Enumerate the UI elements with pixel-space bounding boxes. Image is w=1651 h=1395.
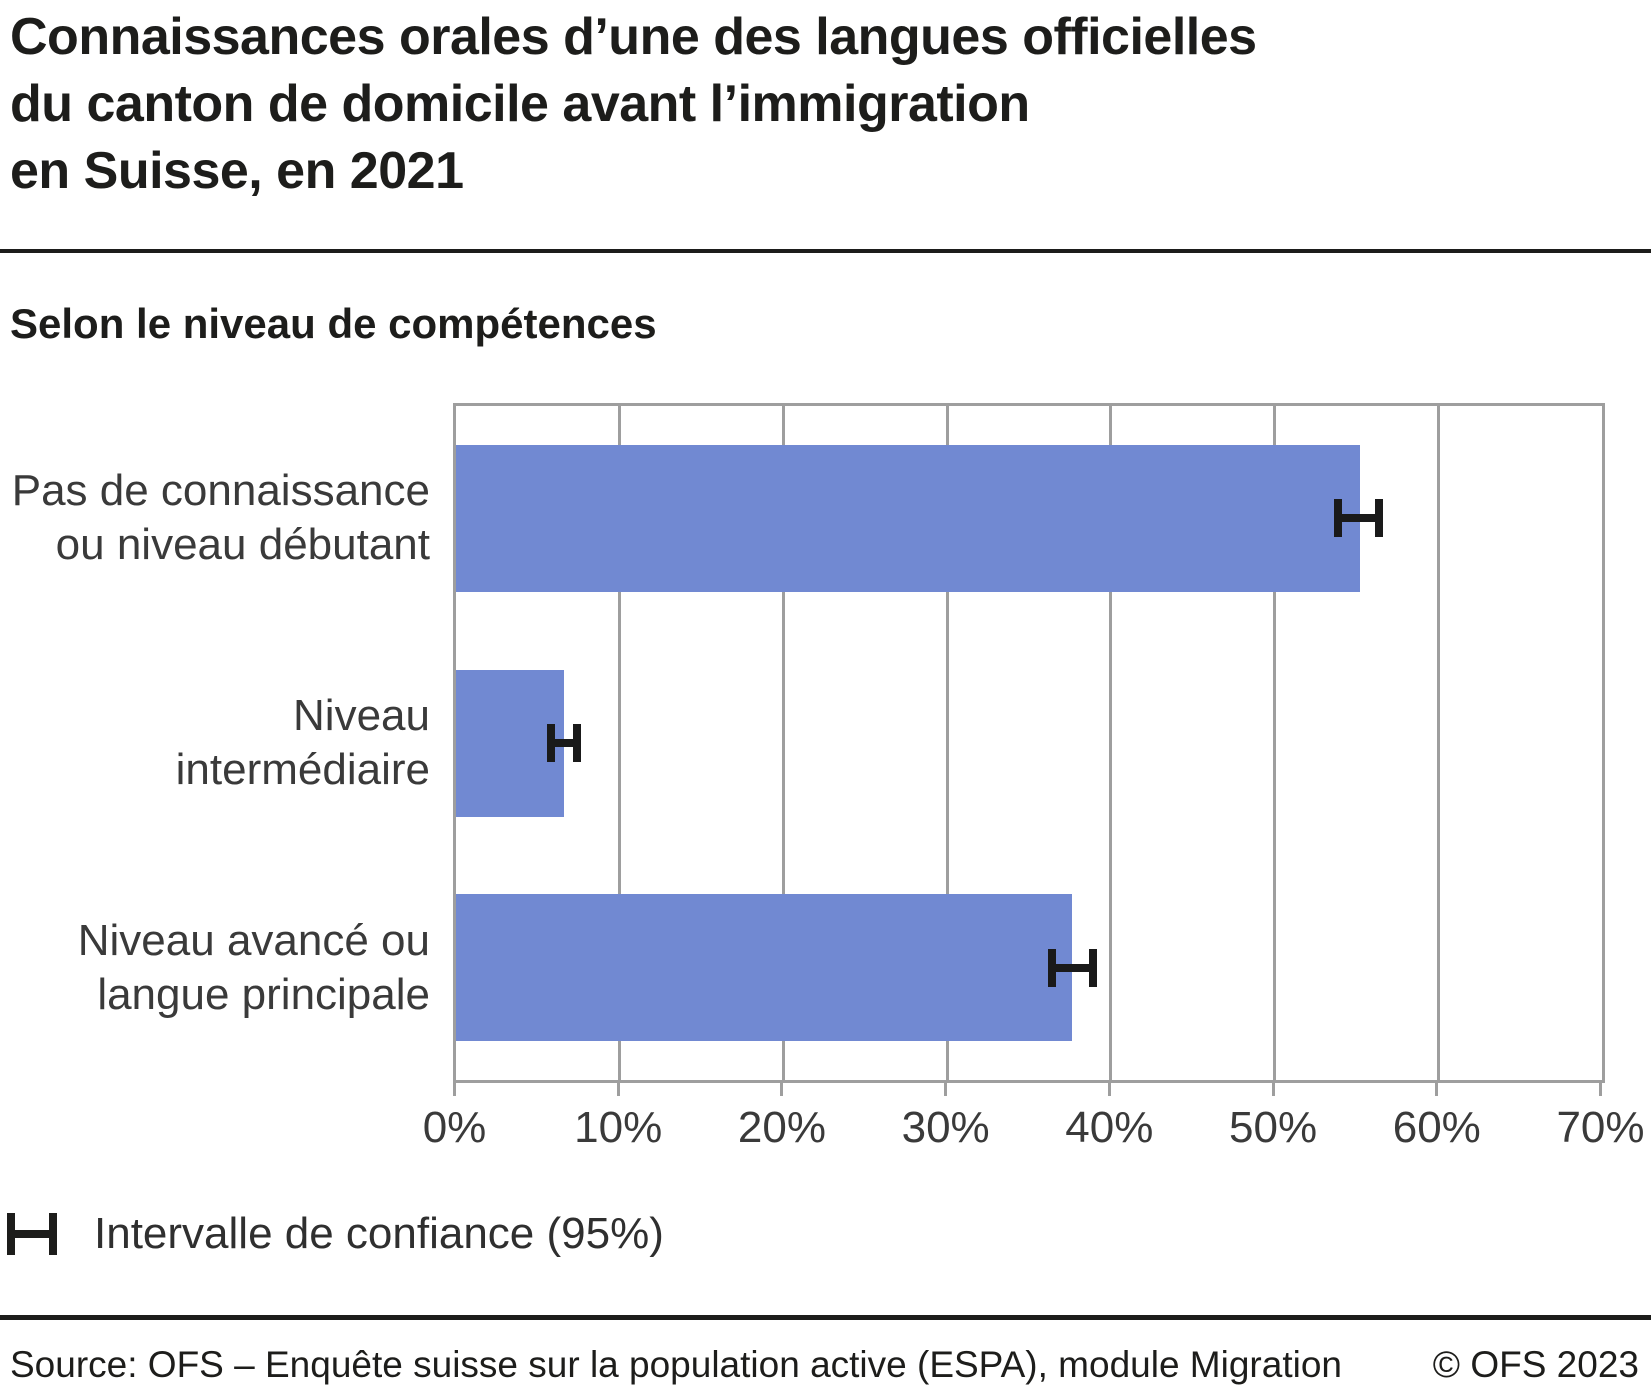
- tick-label: 40%: [1065, 1103, 1154, 1152]
- plot-area: [453, 403, 1605, 1083]
- tick-mark: [1271, 1083, 1275, 1096]
- tick-label: 10%: [574, 1103, 663, 1152]
- chart-subtitle: Selon le niveau de compétences: [10, 300, 657, 347]
- category-label: Niveau intermédiaire: [175, 691, 430, 794]
- gridline: [1436, 406, 1440, 1080]
- category-label: Niveau avancé ou langue principale: [77, 915, 430, 1019]
- tick-label: 60%: [1392, 1103, 1481, 1152]
- error-bar-cap: [1088, 948, 1097, 987]
- tick-mark: [780, 1083, 784, 1096]
- gridline: [618, 406, 622, 1080]
- error-bar-cap: [1375, 499, 1384, 538]
- tick-mark: [453, 1083, 456, 1096]
- tick-label: 0%: [422, 1103, 487, 1152]
- error-bar: [550, 739, 578, 747]
- error-bar-cap: [573, 724, 582, 762]
- gridline: [1109, 406, 1113, 1080]
- tick-label: 50%: [1229, 1103, 1318, 1152]
- legend: Intervalle de confiance (95%): [6, 1206, 664, 1262]
- gridline: [781, 406, 785, 1080]
- bar: [456, 894, 1072, 1042]
- error-bar: [1051, 963, 1093, 972]
- error-bar-cap: [1047, 948, 1056, 987]
- footer: Source: OFS – Enquête suisse sur la popu…: [10, 1344, 1639, 1386]
- chart-title: Connaissances orales d’une des langues o…: [10, 8, 1257, 200]
- value-axis: 0% 10% 20% 30% 40% 50% 60% 70%: [423, 1083, 1645, 1163]
- bar: [456, 669, 565, 817]
- title-divider: [0, 249, 1651, 253]
- bar: [456, 444, 1360, 592]
- error-bar: [1338, 514, 1380, 523]
- tick-label: 70%: [1556, 1103, 1645, 1152]
- source-text: Source: OFS – Enquête suisse sur la popu…: [10, 1344, 1342, 1385]
- tick-label: 30%: [901, 1103, 990, 1152]
- copyright-text: © OFS 2023: [1432, 1344, 1639, 1385]
- legend-label: Intervalle de confiance (95%): [94, 1209, 664, 1258]
- error-bar-cap: [1334, 499, 1343, 538]
- footer-divider: [0, 1315, 1651, 1320]
- gridline: [945, 406, 949, 1080]
- category-label: Pas de connaissance ou niveau débutant: [11, 466, 430, 570]
- tick-mark: [1435, 1083, 1439, 1096]
- error-bar-cap: [546, 724, 555, 762]
- tick-mark: [944, 1083, 948, 1096]
- tick-label: 20%: [737, 1103, 826, 1152]
- error-bar-icon: [7, 1213, 57, 1255]
- tick-mark: [1107, 1083, 1111, 1096]
- tick-mark: [616, 1083, 620, 1096]
- tick-mark: [1599, 1083, 1602, 1096]
- gridline: [1273, 406, 1277, 1080]
- category-axis: Pas de connaissance ou niveau débutant Ni…: [0, 403, 430, 1083]
